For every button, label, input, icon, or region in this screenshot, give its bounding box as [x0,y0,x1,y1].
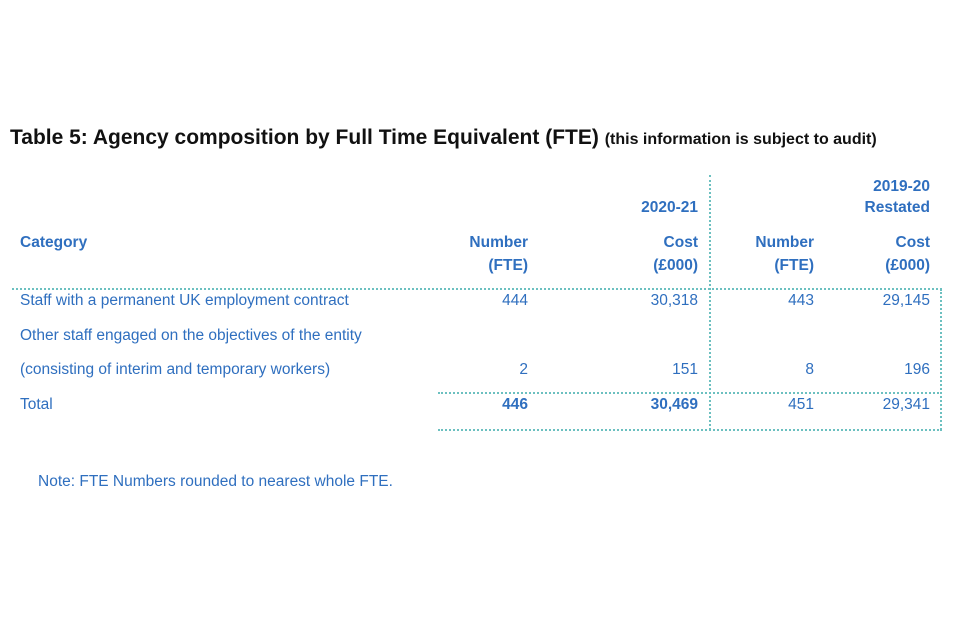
row-number-current: 444 [502,292,528,309]
row-number-prior: 443 [788,292,814,309]
header-number-prior-unit: (FTE) [774,257,814,274]
row-category-line2: (consisting of interim and temporary wor… [20,361,331,378]
table-title: Table 5: Agency composition by Full Time… [10,126,877,149]
header-cost-prior-unit: (£000) [885,257,930,274]
header-cost-current: Cost [663,234,698,251]
total-top-divider [438,392,942,394]
header-period-prior-year: 2019-20 [873,178,930,195]
total-label: Total [20,396,53,413]
total-number-prior: 451 [788,396,814,413]
row-cost-current: 151 [672,361,698,378]
row-cost-prior: 29,145 [882,292,930,309]
header-cost-prior: Cost [895,234,930,251]
table-note: Note: FTE Numbers rounded to nearest who… [38,473,393,490]
total-cost-prior: 29,341 [882,396,930,413]
row-category-line1: Other staff engaged on the objectives of… [20,327,362,344]
table-right-border [940,289,942,430]
row-number-current: 2 [519,361,528,378]
header-cost-current-unit: (£000) [653,257,698,274]
total-bottom-divider [438,429,942,431]
column-divider [709,175,711,430]
row-cost-prior: 196 [904,361,930,378]
header-number-current: Number [469,234,528,251]
header-number-prior: Number [755,234,814,251]
header-divider [12,288,942,290]
row-cost-current: 30,318 [650,292,698,309]
total-cost-current: 30,469 [650,396,698,413]
header-period-prior-restated: Restated [864,199,930,216]
row-number-prior: 8 [805,361,814,378]
header-period-current: 2020-21 [641,199,698,216]
header-number-current-unit: (FTE) [488,257,528,274]
header-category: Category [20,234,88,251]
total-number-current: 446 [502,396,528,413]
table-subtitle: (this information is subject to audit) [604,131,877,148]
row-category: Staff with a permanent UK employment con… [20,292,349,309]
